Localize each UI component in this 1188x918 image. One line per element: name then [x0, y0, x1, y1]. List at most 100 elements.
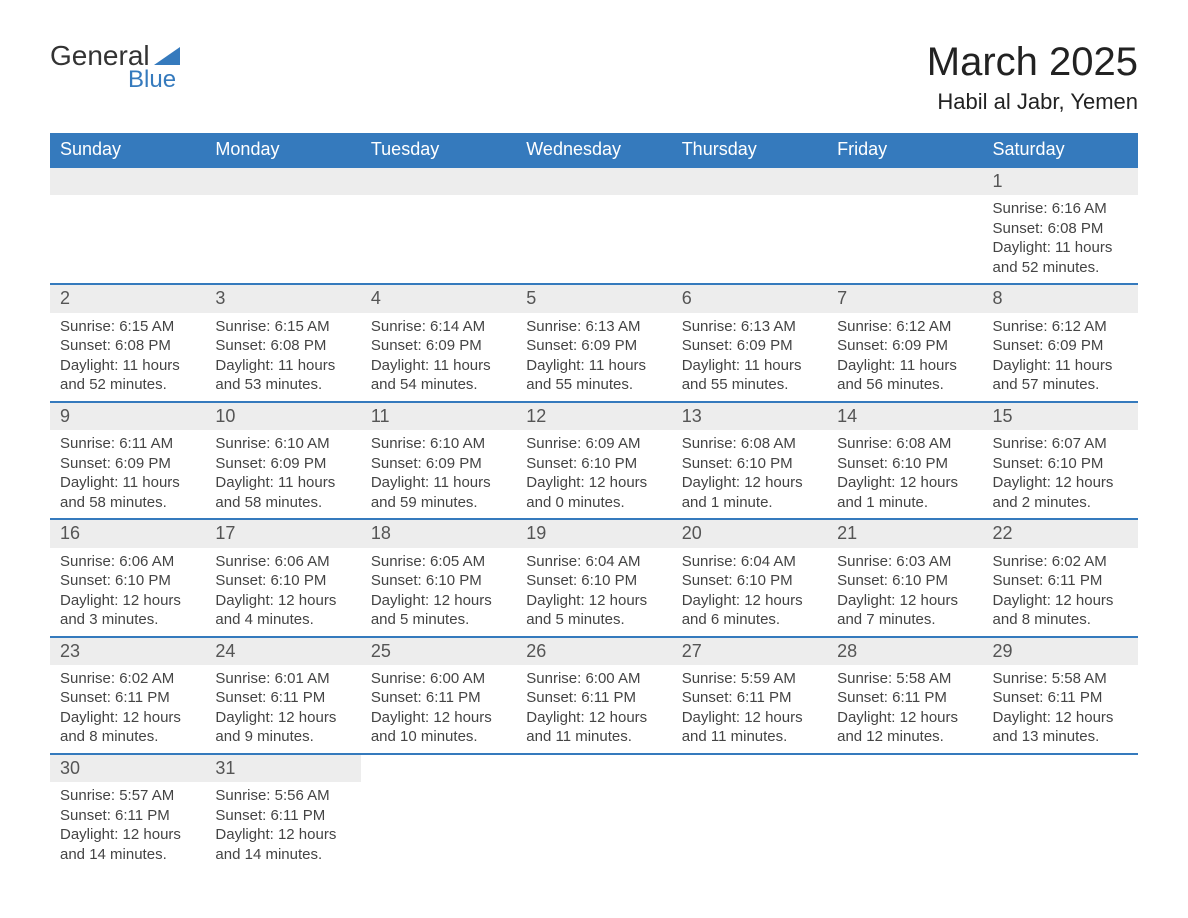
- day-number-cell: 31: [205, 754, 360, 782]
- sunrise-text: Sunrise: 6:10 AM: [215, 434, 350, 454]
- day-details-cell: [516, 195, 671, 284]
- week-details-row: Sunrise: 6:16 AMSunset: 6:08 PMDaylight:…: [50, 195, 1138, 284]
- sunrise-text: Sunrise: 6:04 AM: [526, 552, 661, 572]
- sunrise-text: Sunrise: 6:08 AM: [682, 434, 817, 454]
- day-number-cell: 27: [672, 637, 827, 665]
- week-daynum-row: 3031: [50, 754, 1138, 782]
- day-details-cell: Sunrise: 5:59 AMSunset: 6:11 PMDaylight:…: [672, 665, 827, 754]
- sunrise-text: Sunrise: 6:00 AM: [526, 669, 661, 689]
- day-details-cell: [672, 195, 827, 284]
- sunset-text: Sunset: 6:09 PM: [371, 454, 506, 474]
- sunrise-text: Sunrise: 6:14 AM: [371, 317, 506, 337]
- day-number-cell: 3: [205, 284, 360, 312]
- sunset-text: Sunset: 6:10 PM: [682, 571, 817, 591]
- sunset-text: Sunset: 6:11 PM: [993, 688, 1128, 708]
- day-header: Monday: [205, 133, 360, 167]
- week-details-row: Sunrise: 6:15 AMSunset: 6:08 PMDaylight:…: [50, 313, 1138, 402]
- sunset-text: Sunset: 6:09 PM: [60, 454, 195, 474]
- daylight-text: Daylight: 11 hours and 59 minutes.: [371, 473, 506, 512]
- day-details-cell: Sunrise: 6:00 AMSunset: 6:11 PMDaylight:…: [516, 665, 671, 754]
- daylight-text: Daylight: 12 hours and 1 minute.: [837, 473, 972, 512]
- day-details-cell: Sunrise: 6:06 AMSunset: 6:10 PMDaylight:…: [205, 548, 360, 637]
- day-number-cell: 30: [50, 754, 205, 782]
- day-number-cell: 15: [983, 402, 1138, 430]
- daylight-text: Daylight: 12 hours and 13 minutes.: [993, 708, 1128, 747]
- sunrise-text: Sunrise: 6:10 AM: [371, 434, 506, 454]
- daylight-text: Daylight: 12 hours and 14 minutes.: [215, 825, 350, 864]
- sunrise-text: Sunrise: 6:06 AM: [215, 552, 350, 572]
- day-details-cell: Sunrise: 6:05 AMSunset: 6:10 PMDaylight:…: [361, 548, 516, 637]
- daylight-text: Daylight: 12 hours and 10 minutes.: [371, 708, 506, 747]
- sunset-text: Sunset: 6:08 PM: [60, 336, 195, 356]
- day-number-cell: 23: [50, 637, 205, 665]
- sunset-text: Sunset: 6:11 PM: [60, 688, 195, 708]
- sunrise-text: Sunrise: 6:12 AM: [837, 317, 972, 337]
- day-number-cell: 13: [672, 402, 827, 430]
- day-number-cell: 17: [205, 519, 360, 547]
- sunrise-text: Sunrise: 6:13 AM: [682, 317, 817, 337]
- day-details-cell: Sunrise: 5:57 AMSunset: 6:11 PMDaylight:…: [50, 782, 205, 870]
- location-label: Habil al Jabr, Yemen: [927, 89, 1138, 115]
- week-daynum-row: 23242526272829: [50, 637, 1138, 665]
- day-details-cell: [361, 195, 516, 284]
- week-details-row: Sunrise: 6:11 AMSunset: 6:09 PMDaylight:…: [50, 430, 1138, 519]
- sunrise-text: Sunrise: 6:04 AM: [682, 552, 817, 572]
- logo: General Blue: [50, 40, 180, 94]
- sunrise-text: Sunrise: 6:01 AM: [215, 669, 350, 689]
- daylight-text: Daylight: 12 hours and 3 minutes.: [60, 591, 195, 630]
- day-number-cell: [516, 754, 671, 782]
- header: General Blue March 2025 Habil al Jabr, Y…: [50, 40, 1138, 115]
- daylight-text: Daylight: 11 hours and 58 minutes.: [60, 473, 195, 512]
- day-number-cell: [516, 167, 671, 195]
- month-title: March 2025: [927, 40, 1138, 85]
- sunset-text: Sunset: 6:11 PM: [215, 806, 350, 826]
- sunset-text: Sunset: 6:09 PM: [371, 336, 506, 356]
- day-number-cell: 25: [361, 637, 516, 665]
- sunset-text: Sunset: 6:10 PM: [526, 454, 661, 474]
- day-number-cell: 7: [827, 284, 982, 312]
- day-details-cell: [672, 782, 827, 870]
- day-details-cell: Sunrise: 6:16 AMSunset: 6:08 PMDaylight:…: [983, 195, 1138, 284]
- day-details-cell: Sunrise: 6:01 AMSunset: 6:11 PMDaylight:…: [205, 665, 360, 754]
- day-header-row: Sunday Monday Tuesday Wednesday Thursday…: [50, 133, 1138, 167]
- logo-triangle-icon: [154, 47, 180, 65]
- day-number-cell: [827, 754, 982, 782]
- day-details-cell: Sunrise: 6:06 AMSunset: 6:10 PMDaylight:…: [50, 548, 205, 637]
- sunrise-text: Sunrise: 6:02 AM: [993, 552, 1128, 572]
- daylight-text: Daylight: 12 hours and 8 minutes.: [993, 591, 1128, 630]
- sunset-text: Sunset: 6:09 PM: [526, 336, 661, 356]
- week-daynum-row: 9101112131415: [50, 402, 1138, 430]
- calendar-table: Sunday Monday Tuesday Wednesday Thursday…: [50, 133, 1138, 870]
- day-details-cell: Sunrise: 6:04 AMSunset: 6:10 PMDaylight:…: [672, 548, 827, 637]
- daylight-text: Daylight: 12 hours and 8 minutes.: [60, 708, 195, 747]
- sunset-text: Sunset: 6:09 PM: [837, 336, 972, 356]
- week-daynum-row: 1: [50, 167, 1138, 195]
- daylight-text: Daylight: 11 hours and 52 minutes.: [993, 238, 1128, 277]
- day-details-cell: Sunrise: 6:14 AMSunset: 6:09 PMDaylight:…: [361, 313, 516, 402]
- sunset-text: Sunset: 6:10 PM: [682, 454, 817, 474]
- sunset-text: Sunset: 6:10 PM: [993, 454, 1128, 474]
- day-details-cell: Sunrise: 6:09 AMSunset: 6:10 PMDaylight:…: [516, 430, 671, 519]
- sunset-text: Sunset: 6:11 PM: [60, 806, 195, 826]
- sunrise-text: Sunrise: 6:16 AM: [993, 199, 1128, 219]
- day-number-cell: 22: [983, 519, 1138, 547]
- week-details-row: Sunrise: 6:02 AMSunset: 6:11 PMDaylight:…: [50, 665, 1138, 754]
- day-details-cell: Sunrise: 6:08 AMSunset: 6:10 PMDaylight:…: [827, 430, 982, 519]
- day-number-cell: [205, 167, 360, 195]
- sunset-text: Sunset: 6:10 PM: [60, 571, 195, 591]
- sunset-text: Sunset: 6:11 PM: [993, 571, 1128, 591]
- day-number-cell: 5: [516, 284, 671, 312]
- day-number-cell: 11: [361, 402, 516, 430]
- sunset-text: Sunset: 6:11 PM: [371, 688, 506, 708]
- day-details-cell: Sunrise: 6:00 AMSunset: 6:11 PMDaylight:…: [361, 665, 516, 754]
- daylight-text: Daylight: 12 hours and 12 minutes.: [837, 708, 972, 747]
- day-number-cell: [361, 167, 516, 195]
- week-details-row: Sunrise: 5:57 AMSunset: 6:11 PMDaylight:…: [50, 782, 1138, 870]
- sunset-text: Sunset: 6:09 PM: [682, 336, 817, 356]
- daylight-text: Daylight: 12 hours and 11 minutes.: [526, 708, 661, 747]
- sunset-text: Sunset: 6:11 PM: [837, 688, 972, 708]
- day-number-cell: 28: [827, 637, 982, 665]
- day-number-cell: 24: [205, 637, 360, 665]
- day-number-cell: 2: [50, 284, 205, 312]
- sunrise-text: Sunrise: 6:06 AM: [60, 552, 195, 572]
